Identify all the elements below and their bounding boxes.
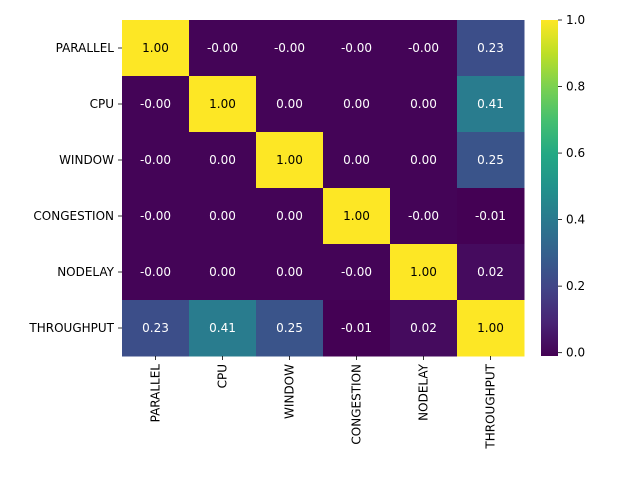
- heatmap-cell: [189, 132, 257, 189]
- cell-value-label: -0.00: [140, 97, 171, 111]
- cell-value-label: 0.25: [276, 321, 303, 335]
- heatmap-cell: [457, 188, 525, 245]
- heatmap-cell: [390, 244, 458, 301]
- x-tick-label: PARALLEL: [149, 364, 163, 423]
- heatmap-cell: [189, 76, 257, 133]
- cell-value-label: 1.00: [477, 321, 504, 335]
- x-tick-label: WINDOW: [283, 364, 297, 419]
- heatmap-cell: [457, 20, 525, 77]
- cell-value-label: 1.00: [276, 153, 303, 167]
- cell-value-label: 0.00: [343, 97, 370, 111]
- cell-value-label: 0.00: [209, 153, 236, 167]
- y-tick-label: CPU: [90, 97, 114, 111]
- heatmap-cell: [122, 76, 190, 133]
- heatmap-cell: [256, 132, 324, 189]
- cell-value-label: -0.00: [408, 41, 439, 55]
- heatmap-cell: [390, 132, 458, 189]
- y-tick-label: NODELAY: [57, 265, 114, 279]
- colorbar-tick-label: 0.4: [566, 213, 585, 227]
- cell-value-label: 0.00: [276, 209, 303, 223]
- colorbar-tick-label: 0.2: [566, 279, 585, 293]
- x-tick-label: CONGESTION: [350, 364, 364, 445]
- cell-value-label: 1.00: [142, 41, 169, 55]
- colorbar-tick-label: 1.0: [566, 13, 585, 27]
- cell-value-label: 0.00: [343, 153, 370, 167]
- heatmap-cell: [323, 300, 391, 357]
- cell-value-label: -0.00: [140, 209, 171, 223]
- heatmap-cell: [457, 76, 525, 133]
- heatmap-cell: [122, 132, 190, 189]
- heatmap-cell: [189, 300, 257, 357]
- cell-value-label: 1.00: [209, 97, 236, 111]
- cell-value-label: 0.02: [410, 321, 437, 335]
- cell-value-label: -0.00: [274, 41, 305, 55]
- cell-value-label: 0.00: [209, 265, 236, 279]
- heatmap-cell: [122, 188, 190, 245]
- heatmap-cell: [256, 76, 324, 133]
- cell-value-label: 0.41: [209, 321, 236, 335]
- heatmap-cell: [390, 300, 458, 357]
- heatmap-cell: [122, 20, 190, 77]
- cell-value-label: 0.41: [477, 97, 504, 111]
- y-tick-labels: PARALLEL CPU WINDOW CONGESTION NODELAY THROUG…: [28, 41, 122, 335]
- cell-value-label: -0.00: [408, 209, 439, 223]
- colorbar-gradient: [541, 20, 558, 356]
- cell-value-label: -0.00: [140, 265, 171, 279]
- colorbar: 0.0 0.2 0.4 0.6 0.8 1.0: [541, 13, 585, 360]
- heatmap-annotations: 1.00 -0.00 -0.00 -0.00 -0.00 0.23 -0.00 1.00 0.0…: [140, 41, 506, 335]
- heatmap-cell: [390, 76, 458, 133]
- cell-value-label: 1.00: [343, 209, 370, 223]
- cell-value-label: -0.00: [207, 41, 238, 55]
- cell-value-label: 0.00: [209, 209, 236, 223]
- cell-value-label: 0.23: [142, 321, 169, 335]
- cell-value-label: 0.02: [477, 265, 504, 279]
- heatmap-cell: [323, 76, 391, 133]
- cell-value-label: 0.25: [477, 153, 504, 167]
- heatmap-cell: [189, 20, 257, 77]
- cell-value-label: 1.00: [410, 265, 437, 279]
- cell-value-label: -0.00: [140, 153, 171, 167]
- x-tick-label: CPU: [216, 364, 230, 388]
- y-tick-label: PARALLEL: [56, 41, 115, 55]
- heatmap-cells: [122, 20, 525, 357]
- x-tick-label: NODELAY: [417, 363, 431, 420]
- y-tick-label: WINDOW: [59, 153, 114, 167]
- heatmap-cell: [256, 188, 324, 245]
- heatmap-cell: [323, 244, 391, 301]
- y-tick-label: CONGESTION: [33, 209, 114, 223]
- heatmap-cell: [122, 300, 190, 357]
- cell-value-label: -0.00: [341, 265, 372, 279]
- heatmap-cell: [457, 300, 525, 357]
- cell-value-label: 0.00: [410, 97, 437, 111]
- heatmap-cell: [256, 244, 324, 301]
- heatmap-cell: [457, 132, 525, 189]
- heatmap-cell: [323, 132, 391, 189]
- heatmap-cell: [256, 20, 324, 77]
- cell-value-label: 0.00: [276, 265, 303, 279]
- y-tick-label: THROUGHPUT: [28, 321, 114, 335]
- x-tick-labels: PARALLEL CPU WINDOW CONGESTION NODELAY THROUG…: [149, 356, 498, 450]
- colorbar-tick-label: 0.6: [566, 146, 585, 160]
- cell-value-label: -0.01: [475, 209, 506, 223]
- heatmap-cell: [189, 188, 257, 245]
- colorbar-tick-label: 0.0: [566, 346, 585, 360]
- cell-value-label: 0.00: [410, 153, 437, 167]
- heatmap-cell: [122, 244, 190, 301]
- cell-value-label: -0.01: [341, 321, 372, 335]
- heatmap-cell: [323, 20, 391, 77]
- heatmap-cell: [323, 188, 391, 245]
- cell-value-label: -0.00: [341, 41, 372, 55]
- cell-value-label: 0.00: [276, 97, 303, 111]
- colorbar-tick-label: 0.8: [566, 80, 585, 94]
- heatmap-cell: [256, 300, 324, 357]
- x-tick-label: THROUGHPUT: [484, 363, 498, 449]
- heatmap-cell: [390, 20, 458, 77]
- heatmap-cell: [457, 244, 525, 301]
- cell-value-label: 0.23: [477, 41, 504, 55]
- heatmap-cell: [390, 188, 458, 245]
- heatmap-cell: [189, 244, 257, 301]
